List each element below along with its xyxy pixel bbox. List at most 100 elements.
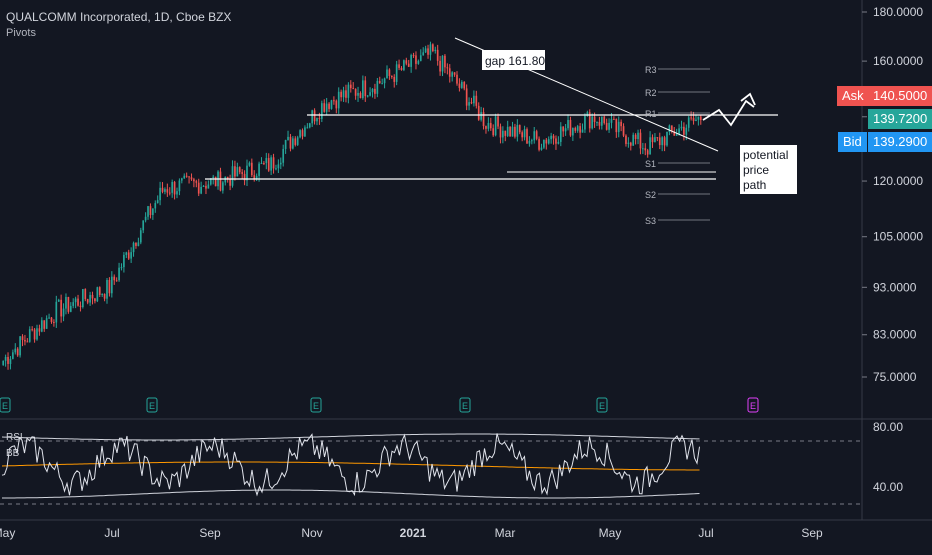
symbol-title: QUALCOMM Incorporated, 1D, Cboe BZX xyxy=(6,10,232,24)
candle-body-down xyxy=(579,126,581,133)
candle-body-up xyxy=(320,103,323,119)
earnings-marker-letter: E xyxy=(599,401,605,411)
candle-body-up xyxy=(282,148,285,163)
pivot-label: R3 xyxy=(645,65,657,75)
candle-body-up xyxy=(403,60,405,70)
candle-body-up xyxy=(28,329,31,342)
candle-body-up xyxy=(183,175,186,179)
earnings-marker-icon xyxy=(146,397,158,413)
candle-body-down xyxy=(67,296,70,312)
candle-body-up xyxy=(72,302,75,306)
candle-body-up xyxy=(675,134,678,136)
candle-body-up xyxy=(82,289,84,308)
candle-body-up xyxy=(429,44,432,55)
candle-body-down xyxy=(328,103,330,109)
candle-body-up xyxy=(627,142,630,144)
candle-body-up xyxy=(110,276,113,294)
candle-body-up xyxy=(248,162,251,166)
candle-body-down xyxy=(388,69,391,76)
candle-body-up xyxy=(284,140,287,149)
candle-body-down xyxy=(555,138,557,144)
candle-body-up xyxy=(417,60,420,64)
candle-body-up xyxy=(277,164,280,169)
candle-body-up xyxy=(209,178,212,185)
price-tick-label: 105.0000 xyxy=(873,230,923,244)
candle-body-up xyxy=(480,112,482,120)
candle-body-down xyxy=(393,76,396,82)
candle-body-up xyxy=(357,92,359,96)
candle-body-down xyxy=(374,88,376,94)
candle-body-down xyxy=(622,126,625,136)
candle-body-up xyxy=(506,126,509,136)
candle-body-down xyxy=(94,298,96,302)
candle-body-down xyxy=(38,328,41,332)
price-tick-label: 83.0000 xyxy=(873,328,917,342)
candle-body-up xyxy=(424,48,427,53)
candle-body-up xyxy=(156,200,159,204)
candle-body-down xyxy=(197,182,200,194)
candle-body-up xyxy=(55,301,58,323)
candle-body-up xyxy=(366,95,369,97)
candle-body-up xyxy=(222,182,224,191)
candle-body-down xyxy=(588,112,591,129)
candle-body-up xyxy=(231,166,234,186)
candle-body-down xyxy=(656,137,659,139)
candle-body-down xyxy=(323,103,326,112)
candle-body-up xyxy=(371,88,374,93)
candle-body-down xyxy=(127,252,130,259)
candle-body-down xyxy=(359,92,362,99)
candle-body-down xyxy=(603,116,606,123)
candle-body-down xyxy=(574,128,577,131)
candle-body-up xyxy=(680,126,683,129)
candle-body-up xyxy=(654,137,656,143)
candle-body-down xyxy=(569,119,572,136)
price-tick-label: 160.0000 xyxy=(873,54,923,68)
candle-body-up xyxy=(383,78,386,84)
candle-body-down xyxy=(446,67,449,69)
price-tick-label: 75.0000 xyxy=(873,370,917,384)
candle-body-up xyxy=(69,305,72,312)
candle-body-down xyxy=(16,348,19,356)
candle-body-down xyxy=(526,129,528,144)
candle-body-down xyxy=(333,100,335,102)
pivot-label: R2 xyxy=(645,88,657,98)
ask-label: Ask xyxy=(837,86,869,106)
candle-body-up xyxy=(572,128,574,136)
candle-body-down xyxy=(103,293,106,299)
candle-body-down xyxy=(173,181,176,195)
candle-body-up xyxy=(260,163,263,165)
candle-body-down xyxy=(378,80,381,84)
candle-body-up xyxy=(511,126,514,137)
candle-body-down xyxy=(272,157,275,169)
candle-body-up xyxy=(316,118,318,122)
candle-body-down xyxy=(166,189,169,193)
candle-body-up xyxy=(557,141,560,144)
candle-body-up xyxy=(330,100,333,109)
candle-body-up xyxy=(441,55,444,72)
candle-body-down xyxy=(77,298,79,306)
candle-body-up xyxy=(120,267,123,269)
earnings-marker-icon xyxy=(596,397,608,413)
candle-body-up xyxy=(540,147,543,150)
candle-body-up xyxy=(600,116,603,126)
candle-body-up xyxy=(19,336,21,356)
price-path-annotation-box xyxy=(740,145,797,194)
time-tick-label: 2021 xyxy=(400,526,427,540)
candle-body-up xyxy=(543,139,545,148)
time-tick-label: Jul xyxy=(104,526,119,540)
candle-body-up xyxy=(473,95,475,104)
candle-body-up xyxy=(9,358,12,364)
candle-body-up xyxy=(386,69,388,79)
candle-body-down xyxy=(436,49,439,61)
candle-body-up xyxy=(325,103,328,112)
candle-body-down xyxy=(538,138,540,150)
candle-body-up xyxy=(212,176,215,179)
candle-body-down xyxy=(562,126,565,132)
earnings-marker-icon xyxy=(0,397,11,413)
bb-label: BB xyxy=(6,448,20,459)
candle-body-down xyxy=(405,60,408,64)
last-price-value: 139.7200 xyxy=(868,109,932,129)
candle-body-down xyxy=(168,192,171,194)
